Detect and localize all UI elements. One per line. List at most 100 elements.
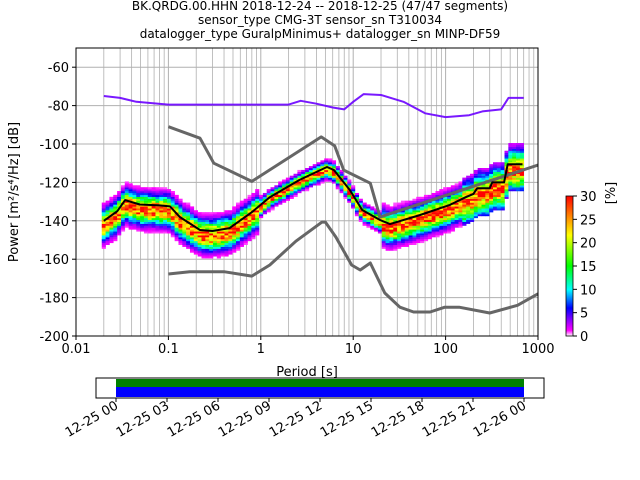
pdf-cell xyxy=(496,191,501,194)
pdf-cell xyxy=(178,208,183,211)
pdf-cell xyxy=(466,206,471,209)
pdf-cell xyxy=(224,246,229,249)
pdf-cell xyxy=(504,162,509,165)
pdf-cell xyxy=(381,202,386,205)
pdf-cell xyxy=(493,162,498,165)
pdf-cell xyxy=(243,227,248,230)
pdf-cell xyxy=(166,217,172,221)
pdf-cell xyxy=(101,244,106,247)
pdf-cell xyxy=(493,202,498,205)
pdf-cell xyxy=(431,200,436,203)
pdf-cell xyxy=(466,208,471,211)
pdf-cell xyxy=(105,219,110,222)
pdf-cell xyxy=(159,202,164,205)
pdf-cell xyxy=(420,237,425,240)
pdf-cell xyxy=(485,194,490,197)
pdf-cell xyxy=(201,242,206,245)
pdf-cell xyxy=(186,240,191,244)
pdf-cell xyxy=(297,191,302,194)
colorbar-tick-label: 30 xyxy=(580,190,597,205)
pdf-cell xyxy=(320,169,325,173)
pdf-cell xyxy=(512,189,517,192)
pdf-cell xyxy=(469,217,475,221)
pdf-cell xyxy=(512,150,517,153)
pdf-cell xyxy=(124,219,129,222)
pdf-cell xyxy=(439,202,444,205)
pdf-cell xyxy=(209,216,214,219)
pdf-cell xyxy=(404,216,409,219)
pdf-cell xyxy=(335,181,340,184)
pdf-cell xyxy=(224,216,229,219)
pdf-cell xyxy=(201,239,206,242)
pdf-cell xyxy=(397,233,402,236)
pdf-cell xyxy=(335,187,340,190)
pdf-cell xyxy=(335,183,340,186)
pdf-cell xyxy=(297,181,302,184)
pdf-cell xyxy=(435,229,440,232)
pdf-cell xyxy=(335,168,340,171)
pdf-cell xyxy=(101,239,106,242)
pdf-cell xyxy=(377,227,383,230)
pdf-cell xyxy=(182,233,187,236)
pdf-cell xyxy=(481,204,486,207)
pdf-cell xyxy=(120,229,126,232)
pdf-cell xyxy=(212,221,218,224)
pdf-cell xyxy=(216,225,221,228)
pdf-cell xyxy=(140,217,145,221)
pdf-cell xyxy=(255,189,260,192)
pdf-cell xyxy=(328,179,333,182)
pdf-cell xyxy=(163,223,168,226)
pdf-cell xyxy=(400,217,406,221)
pdf-cell xyxy=(358,202,363,205)
pdf-cell xyxy=(324,175,329,178)
pdf-cell xyxy=(381,210,386,213)
pdf-cell xyxy=(143,196,149,199)
y-tick-label: -100 xyxy=(39,138,69,153)
pdf-cell xyxy=(477,185,482,188)
pdf-cell xyxy=(446,189,452,192)
pdf-cell xyxy=(155,192,160,196)
pdf-cell xyxy=(412,229,417,232)
pdf-cell xyxy=(101,208,106,211)
pdf-cell xyxy=(136,212,141,215)
pdf-cell xyxy=(216,233,221,236)
pdf-cell xyxy=(351,191,356,194)
pdf-cell xyxy=(212,237,218,240)
pdf-cell xyxy=(446,202,452,205)
pdf-cell xyxy=(462,192,467,196)
pdf-cell xyxy=(251,235,256,238)
pdf-cell xyxy=(285,181,291,184)
pdf-cell xyxy=(255,223,260,226)
pdf-cell xyxy=(143,225,149,228)
pdf-cell xyxy=(500,198,505,201)
pdf-cell xyxy=(113,219,118,222)
pdf-cell xyxy=(228,214,233,217)
pdf-cell xyxy=(435,225,440,228)
pdf-cell xyxy=(209,235,214,238)
pdf-cell xyxy=(393,240,398,244)
pdf-cell xyxy=(289,194,294,197)
pdf-cell xyxy=(362,202,367,205)
y-tick-label: -140 xyxy=(39,215,69,230)
pdf-cell xyxy=(209,248,214,251)
pdf-cell xyxy=(454,198,459,201)
pdf-cell xyxy=(489,164,494,167)
pdf-cell xyxy=(316,179,321,182)
pdf-cell xyxy=(485,189,490,192)
pdf-cell xyxy=(305,168,310,171)
pdf-cell xyxy=(423,229,429,232)
pdf-cell xyxy=(128,217,133,221)
pdf-cell xyxy=(201,252,206,255)
pdf-cell xyxy=(174,219,179,222)
pdf-cell xyxy=(454,210,459,213)
pdf-cell xyxy=(400,225,406,228)
pdf-cell xyxy=(178,221,183,224)
pdf-cell xyxy=(404,223,409,226)
pdf-cell xyxy=(500,162,505,165)
pdf-cell xyxy=(489,192,494,196)
pdf-cell xyxy=(335,179,340,182)
pdf-cell xyxy=(427,219,432,222)
pdf-cell xyxy=(193,210,198,213)
pdf-cell xyxy=(193,235,198,238)
pdf-cell xyxy=(232,239,237,242)
